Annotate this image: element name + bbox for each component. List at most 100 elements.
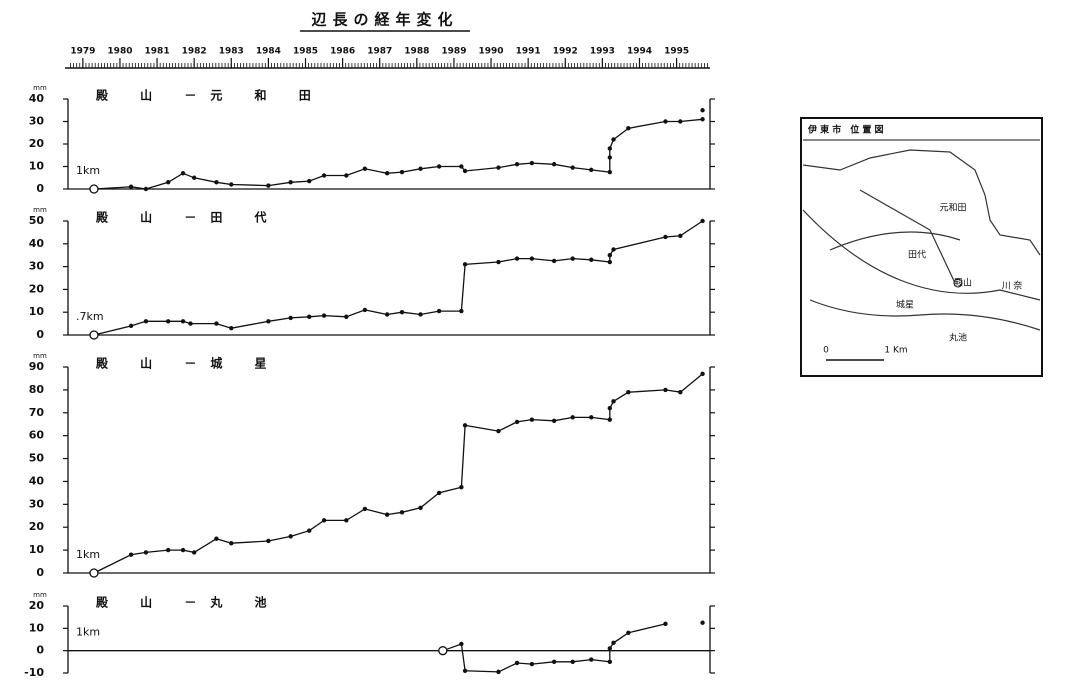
- map-title: 伊 東 市 位 置 図: [807, 124, 884, 136]
- data-point: [496, 428, 501, 434]
- data-point: [214, 321, 219, 326]
- year-label: 1992: [553, 47, 578, 57]
- data-point: [496, 165, 501, 170]
- data-point: [307, 178, 312, 184]
- panel-title: 殿 山 －城 星: [95, 356, 281, 371]
- data-point: [180, 547, 186, 553]
- data-point: [307, 528, 312, 533]
- y-tick-label: -10: [24, 666, 44, 679]
- data-point: [399, 169, 405, 175]
- year-label: 1988: [404, 47, 429, 57]
- data-point: [551, 418, 557, 423]
- data-point: [436, 164, 442, 169]
- y-tick-label: 80: [29, 383, 45, 396]
- data-point: [607, 646, 613, 651]
- data-point: [514, 162, 520, 167]
- data-point: [570, 415, 575, 420]
- y-tick-label: 40: [29, 92, 45, 105]
- y-tick-label: 50: [29, 452, 45, 465]
- data-point: [436, 490, 442, 496]
- year-label: 1993: [590, 47, 615, 57]
- map-label: 丸池: [949, 332, 967, 344]
- year-label: 1980: [107, 47, 132, 57]
- distance-label: 1km: [76, 164, 100, 177]
- data-point: [188, 321, 193, 326]
- data-point: [589, 415, 594, 420]
- year-label: 1991: [516, 47, 541, 57]
- y-tick-label: 20: [29, 599, 45, 612]
- data-point: [462, 423, 468, 428]
- data-line: [93, 373, 704, 574]
- year-label: 1995: [664, 47, 689, 57]
- start-point: [89, 330, 99, 340]
- data-point: [611, 137, 616, 142]
- map-label: 川 奈: [1002, 280, 1023, 292]
- data-point: [663, 119, 668, 124]
- map-label: 田代: [908, 250, 926, 261]
- data-point: [607, 169, 613, 175]
- data-point: [362, 506, 368, 512]
- y-tick-label: 10: [29, 621, 45, 634]
- data-point: [321, 313, 327, 318]
- year-label: 1979: [70, 47, 95, 57]
- y-tick-label: 10: [29, 305, 45, 318]
- data-line: [443, 623, 703, 672]
- data-point: [418, 505, 423, 510]
- y-tick-label: 30: [29, 260, 45, 273]
- data-point: [700, 620, 705, 625]
- distance-label: 1km: [76, 626, 100, 639]
- map-frame: [800, 117, 1043, 377]
- data-point: [399, 510, 405, 515]
- data-point: [529, 256, 535, 261]
- data-point: [678, 233, 683, 239]
- data-point: [626, 389, 631, 395]
- data-point: [418, 166, 423, 171]
- data-point: [700, 371, 705, 377]
- year-label: 1981: [145, 47, 170, 57]
- y-tick-label: 90: [29, 360, 45, 373]
- data-point: [570, 165, 575, 170]
- data-point: [607, 417, 613, 422]
- data-point: [678, 389, 683, 395]
- data-point: [321, 173, 327, 178]
- data-point: [462, 262, 468, 267]
- year-label: 1983: [219, 47, 244, 57]
- data-point: [529, 661, 535, 667]
- data-point: [321, 518, 327, 523]
- data-point: [459, 164, 464, 169]
- data-point: [165, 547, 171, 553]
- data-point: [229, 182, 234, 187]
- data-point: [611, 247, 616, 252]
- data-point: [607, 146, 613, 151]
- map-station: [953, 278, 963, 288]
- data-point: [607, 253, 613, 258]
- year-label: 1987: [367, 47, 392, 57]
- data-point: [529, 417, 535, 422]
- data-point: [288, 315, 293, 321]
- map-label: 元和田: [939, 203, 966, 214]
- data-point: [589, 167, 594, 173]
- data-point: [229, 325, 234, 331]
- data-point: [514, 256, 520, 261]
- year-label: 1986: [330, 47, 355, 57]
- year-label: 1989: [441, 47, 466, 57]
- data-point: [551, 258, 557, 264]
- data-point: [626, 126, 631, 131]
- data-point: [607, 406, 613, 411]
- data-point: [128, 552, 134, 557]
- y-tick-label: 10: [29, 543, 45, 556]
- data-point: [663, 621, 668, 627]
- data-point: [551, 162, 557, 167]
- start-point: [89, 184, 99, 194]
- data-point: [459, 308, 464, 314]
- data-point: [514, 419, 520, 425]
- data-point: [570, 256, 575, 261]
- panel-title: 殿 山 －田 代: [95, 210, 281, 225]
- data-point: [700, 117, 705, 122]
- y-unit: mm: [33, 206, 47, 214]
- data-point: [496, 669, 501, 675]
- data-point: [384, 171, 390, 176]
- year-label: 1985: [293, 47, 318, 57]
- page-title: 辺長の経年変化: [311, 11, 458, 29]
